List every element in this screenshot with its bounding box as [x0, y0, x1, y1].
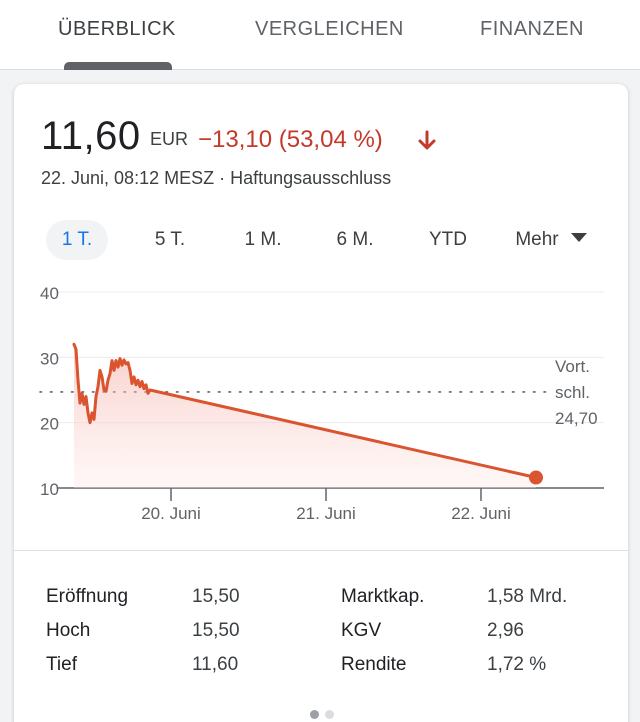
- stat-label: Rendite: [341, 654, 407, 675]
- arrow-down-icon: [418, 130, 436, 150]
- stat-label: Eröffnung: [46, 586, 129, 607]
- tab-overview[interactable]: ÜBERBLICK: [58, 18, 176, 40]
- stat-value: 2,96: [487, 620, 524, 641]
- tab-financials[interactable]: FINANZEN: [480, 18, 584, 40]
- range-5-days[interactable]: 5 T.: [154, 229, 186, 250]
- y-tick-label: 30: [40, 349, 59, 368]
- y-tick-label: 10: [40, 480, 59, 499]
- stat-value: 11,60: [192, 654, 239, 675]
- stat-value: 15,50: [192, 620, 240, 641]
- y-tick-label: 40: [40, 284, 59, 303]
- stat-value: 1,58 Mrd.: [487, 586, 568, 607]
- range-1-month[interactable]: 1 M.: [244, 229, 282, 250]
- page-dot-1[interactable]: [310, 710, 319, 719]
- current-price-dot: [529, 470, 543, 485]
- page-dot-2[interactable]: [325, 710, 334, 719]
- currency-label: EUR: [150, 129, 189, 149]
- stat-value: 1,72 %: [487, 654, 547, 675]
- price-area: [74, 344, 536, 488]
- range-ytd[interactable]: YTD: [429, 229, 467, 250]
- stat-label: Marktkap.: [341, 586, 425, 607]
- stat-label: Hoch: [46, 620, 91, 641]
- x-tick-label: 22. Juni: [451, 504, 511, 523]
- y-tick-label: 20: [40, 415, 59, 434]
- range-more-label: Mehr: [515, 229, 559, 250]
- price-change: −13,10 (53,04 %): [198, 126, 383, 153]
- previous-close-label: 24,70: [555, 409, 598, 428]
- range-1-day[interactable]: 1 T.: [46, 220, 108, 260]
- stat-label: Tief: [46, 654, 77, 675]
- stock-card: 11,60 EUR −13,10 (53,04 %) 22. Juni, 08:…: [14, 84, 628, 722]
- stat-label: KGV: [341, 620, 382, 641]
- range-selector: 1 T. 5 T. 1 M. 6 M. YTD Mehr: [14, 220, 628, 260]
- tab-bar: ÜBERBLICK VERGLEICHEN FINANZEN: [0, 0, 640, 70]
- previous-close-label: schl.: [555, 383, 590, 402]
- stat-value: 15,50: [192, 586, 240, 607]
- stock-price: 11,60: [41, 114, 141, 158]
- timestamp-disclaimer[interactable]: 22. Juni, 08:12 MESZ · Haftungsausschlus…: [41, 168, 392, 188]
- range-6-months[interactable]: 6 M.: [336, 229, 374, 250]
- active-tab-indicator: [64, 62, 172, 70]
- divider: [14, 550, 628, 551]
- caret-down-icon: [570, 233, 587, 243]
- tab-compare[interactable]: VERGLEICHEN: [255, 18, 404, 40]
- x-tick-label: 21. Juni: [296, 504, 356, 523]
- price-line: [72, 342, 538, 479]
- range-more-button[interactable]: Mehr: [506, 220, 596, 260]
- previous-close-label: Vort.: [555, 357, 590, 376]
- x-tick-label: 20. Juni: [141, 504, 201, 523]
- price-chart[interactable]: 40 30 20 10 Vort. schl. 24,70 20. Juni 21. Juni 2…: [14, 84, 628, 550]
